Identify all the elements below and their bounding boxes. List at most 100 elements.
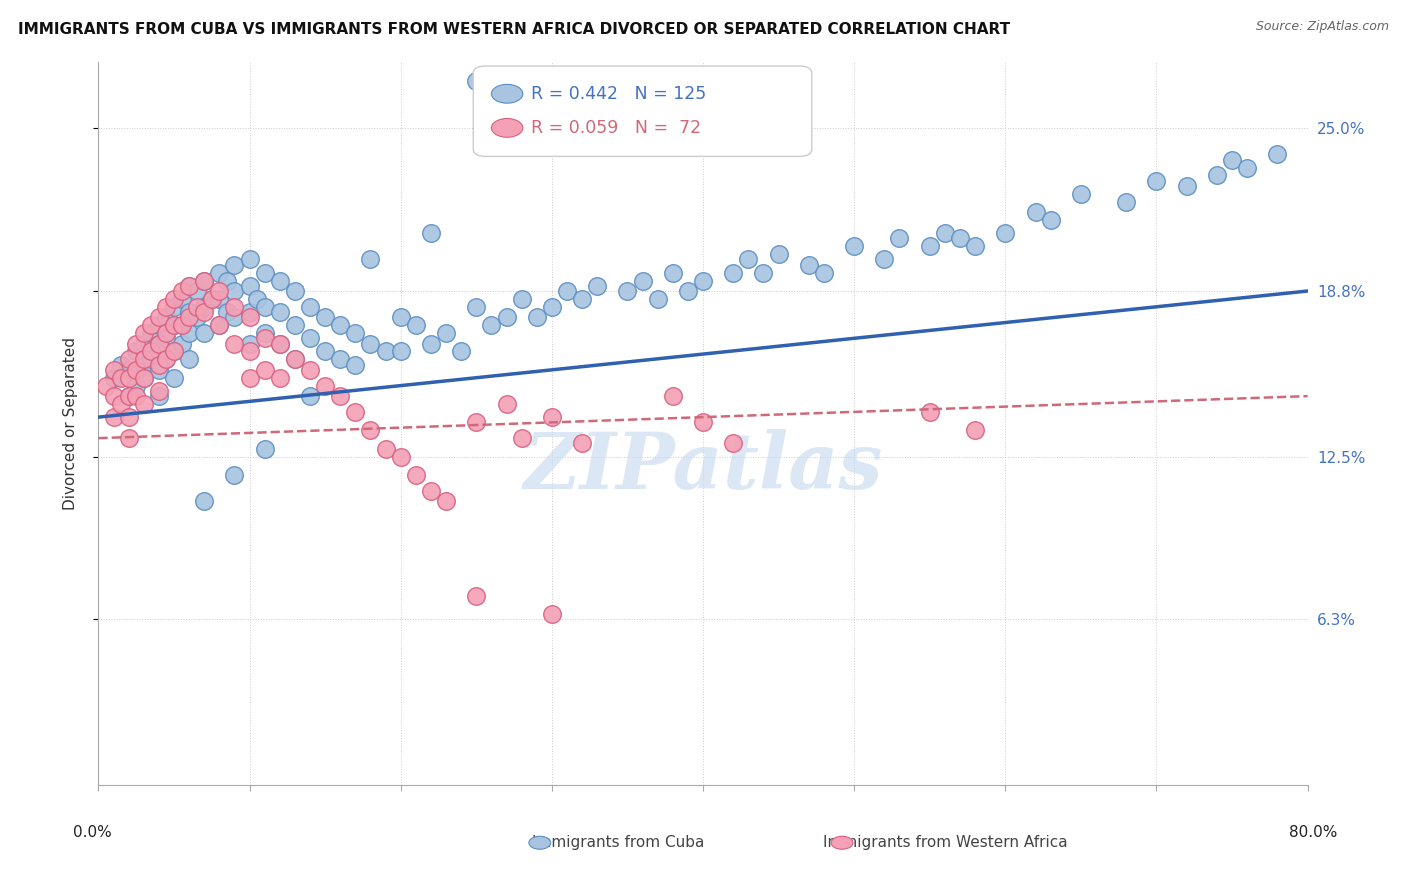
Point — [434, 494, 457, 508]
Point — [374, 442, 396, 456]
Point — [631, 273, 654, 287]
Point — [239, 278, 262, 293]
Point — [224, 336, 246, 351]
Point — [723, 436, 745, 450]
Point — [420, 226, 443, 240]
Point — [329, 389, 352, 403]
Point — [253, 442, 276, 456]
Point — [269, 305, 291, 319]
Point — [239, 370, 262, 384]
Point — [141, 352, 163, 367]
Point — [132, 326, 155, 340]
Point — [208, 318, 231, 333]
Point — [118, 389, 141, 403]
Point — [540, 607, 562, 622]
Point — [103, 370, 125, 384]
Point — [224, 284, 246, 298]
Point — [314, 378, 336, 392]
Point — [360, 336, 382, 351]
Point — [495, 397, 517, 411]
Point — [208, 318, 231, 333]
Point — [163, 344, 186, 359]
Point — [125, 344, 148, 359]
Point — [571, 436, 593, 450]
Point — [179, 352, 201, 367]
Point — [269, 336, 291, 351]
Point — [163, 300, 186, 314]
Point — [434, 326, 457, 340]
Point — [269, 273, 291, 287]
Point — [132, 397, 155, 411]
Point — [994, 226, 1017, 240]
Point — [148, 358, 170, 372]
Point — [141, 326, 163, 340]
Point — [132, 352, 155, 367]
Point — [389, 344, 412, 359]
Point — [103, 389, 125, 403]
Point — [965, 423, 987, 437]
Point — [797, 258, 820, 272]
Point — [495, 310, 517, 325]
Circle shape — [492, 119, 523, 137]
Point — [723, 266, 745, 280]
Point — [405, 467, 427, 482]
Point — [170, 318, 193, 333]
Point — [110, 370, 132, 384]
Point — [314, 310, 336, 325]
Point — [193, 300, 215, 314]
Point — [201, 292, 224, 306]
Point — [873, 252, 896, 267]
Text: R = 0.442   N = 125: R = 0.442 N = 125 — [531, 85, 707, 103]
Point — [1236, 161, 1258, 175]
Text: Source: ZipAtlas.com: Source: ZipAtlas.com — [1256, 20, 1389, 33]
Point — [224, 258, 246, 272]
Point — [344, 326, 367, 340]
Point — [148, 389, 170, 403]
Point — [193, 326, 215, 340]
Text: ZIPatlas: ZIPatlas — [523, 429, 883, 505]
Point — [132, 370, 155, 384]
Point — [239, 310, 262, 325]
Point — [125, 336, 148, 351]
Point — [661, 389, 683, 403]
Point — [555, 284, 578, 298]
Point — [148, 310, 170, 325]
Point — [420, 336, 443, 351]
Point — [465, 300, 488, 314]
Point — [118, 431, 141, 445]
Point — [269, 370, 291, 384]
Point — [224, 310, 246, 325]
Point — [420, 483, 443, 498]
Point — [918, 405, 941, 419]
Point — [284, 284, 307, 298]
Point — [329, 352, 352, 367]
Text: 80.0%: 80.0% — [1289, 825, 1339, 839]
Point — [155, 352, 177, 367]
Point — [1070, 186, 1092, 201]
Point — [163, 370, 186, 384]
Point — [103, 363, 125, 377]
Point — [179, 305, 201, 319]
Point — [155, 326, 177, 340]
Point — [125, 363, 148, 377]
Point — [481, 318, 503, 333]
Point — [405, 318, 427, 333]
Text: 0.0%: 0.0% — [73, 825, 111, 839]
Point — [170, 284, 193, 298]
Point — [949, 231, 972, 245]
Point — [360, 252, 382, 267]
Point — [186, 284, 208, 298]
Circle shape — [529, 837, 551, 849]
Point — [344, 358, 367, 372]
Point — [170, 336, 193, 351]
Point — [284, 318, 307, 333]
Point — [148, 318, 170, 333]
Point — [224, 300, 246, 314]
Point — [299, 363, 322, 377]
Point — [844, 239, 866, 253]
Point — [163, 318, 186, 333]
Point — [155, 331, 177, 345]
Point — [344, 405, 367, 419]
Point — [540, 410, 562, 425]
Text: R = 0.059   N =  72: R = 0.059 N = 72 — [531, 119, 702, 136]
